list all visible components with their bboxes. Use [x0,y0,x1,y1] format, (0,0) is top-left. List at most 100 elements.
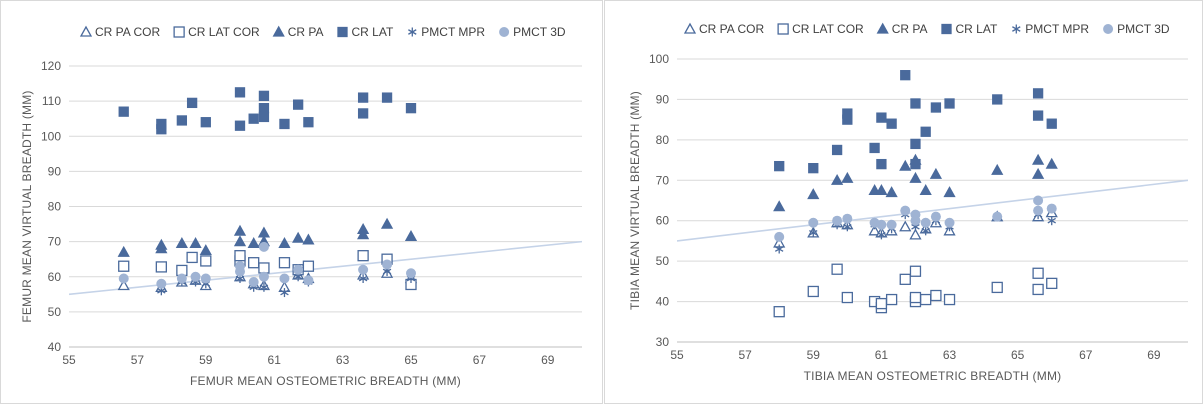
tibia-point-1-0 [773,306,785,318]
femur-point-2-2 [155,238,168,250]
femur-y-tick-40: 40 [48,340,62,354]
femur-point-2-6 [233,224,247,236]
femur-series-circle [118,241,416,289]
tibia-point-2-14 [1032,153,1045,165]
tibia-point-4-5 [877,230,886,240]
femur-legend-marker-3 [337,26,348,38]
femur-legend-marker-0 [79,25,93,37]
tibia-point-2-10 [919,184,932,196]
tibia-point-1-1 [807,285,819,298]
femur-point-1-4 [200,255,212,267]
femur-point-3-9 [258,90,270,102]
tibia-y-tick-80: 80 [656,133,670,147]
tibia-point-4-3 [843,222,852,232]
tibia-point-1-8 [899,273,911,285]
femur-point-5-11 [293,264,304,275]
tibia-legend-marker-3 [941,23,952,35]
tibia-point-5-12 [944,217,955,228]
femur-point-5-14 [382,259,393,270]
femur-point-5-0 [118,273,129,284]
tibia-point-4-0 [774,244,784,254]
tibia-point-5-14 [1033,195,1044,206]
femur-point-5-6 [235,261,245,272]
tibia-legend-marker-2 [876,22,889,34]
tibia-point-5-7 [900,205,911,216]
tibia-point-3-10 [910,98,921,109]
femur-legend: CR PA COR CR LAT COR CR PA CR LAT PMCT MPR PM… [79,25,566,39]
femur-point-2-11 [278,237,291,249]
femur-point-2-8 [247,237,260,249]
tibia-x-axis-title: TIBIA MEAN OSTEOMETRIC BREADTH (MM) [804,369,1062,383]
femur-point-3-2 [156,124,167,135]
femur-x-tick-55: 55 [62,353,76,367]
tibia-point-1-2 [831,263,843,275]
femur-point-5-1 [156,278,167,289]
tibia-y-tick-90: 90 [656,92,670,106]
femur-legend-label-3: CR LAT [352,25,394,39]
tibia-point-5-5 [876,219,887,230]
femur-y-axis-title: FEMUR MEAN VIRTUAL BREADTH (MM) [20,90,34,322]
tibia-point-3-9 [900,70,911,81]
tibia-point-2-1 [807,188,820,200]
tibia-point-2-6 [885,186,898,198]
femur-point-5-13 [358,264,369,275]
tibia-point-3-15 [944,98,955,109]
tibia-point-1-12 [920,293,932,306]
femur-point-1-6 [234,250,246,262]
tibia-point-1-17 [1032,283,1044,296]
femur-y-tick-50: 50 [48,305,62,319]
femur-point-2-12 [292,231,305,243]
femur-point-2-4 [189,237,202,249]
tibia-point-3-8 [886,118,897,129]
tibia-point-0-8 [909,228,922,240]
femur-point-5-12 [303,275,314,286]
tibia-x-tick-67: 67 [1079,348,1093,362]
femur-point-1-11 [302,260,315,272]
tibia-point-0-7 [899,220,912,232]
femur-point-3-3 [176,115,188,126]
tibia-point-1-3 [841,291,853,304]
tibia-point-1-14 [943,293,956,306]
femur-legend-marker-1 [173,26,185,38]
tibia-point-3-12 [910,158,921,170]
femur-point-5-7 [248,277,259,288]
tibia-point-3-0 [774,160,785,172]
tibia-point-1-13 [930,289,942,302]
femur-point-5-15 [406,268,416,279]
femur-trendline [69,240,582,296]
tibia-point-5-2 [832,215,843,226]
tibia-legend-marker-5 [1103,24,1114,34]
tibia-legend: CR PA COR CR LAT COR CR PA CR LAT PMCT MPR PM… [683,22,1170,36]
tibia-point-3-5 [869,142,880,154]
femur-point-5-9 [258,241,269,252]
femur-legend-marker-2 [272,25,285,37]
tibia-legend-marker-4 [1012,24,1021,34]
femur-legend-label-2: CR PA [288,25,324,39]
femur-point-5-4 [200,273,211,284]
tibia-point-5-0 [774,231,785,242]
tibia-point-3-18 [1032,110,1044,121]
tibia-point-4-9 [921,226,930,236]
femur-point-3-8 [248,113,259,124]
femur-x-axis-title: FEMUR MEAN OSTEOMETRIC BREADTH (MM) [190,374,461,388]
tibia-legend-label-1: CR LAT COR [792,22,864,36]
femur-point-1-3 [186,251,198,264]
femur-y-tick-90: 90 [48,164,62,178]
tibia-series-square [774,70,1057,174]
tibia-point-2-7 [899,159,912,171]
femur-point-1-1 [155,261,167,273]
tibia-point-3-14 [930,102,942,113]
femur-x-tick-63: 63 [336,353,350,367]
femur-y-tick-120: 120 [41,59,61,73]
tibia-point-3-11 [910,138,921,150]
tibia-legend-label-4: PMCT MPR [1025,22,1089,36]
femur-point-3-4 [186,97,198,109]
femur-point-5-8 [258,271,269,282]
tibia-series-triangle [773,153,1058,212]
tibia-point-3-16 [992,94,1003,105]
tibia-point-2-11 [929,167,943,179]
femur-point-0-0 [117,279,130,291]
tibia-point-1-9 [909,265,922,277]
femur-legend-marker-4 [408,27,417,37]
femur-y-tick-80: 80 [48,200,62,214]
